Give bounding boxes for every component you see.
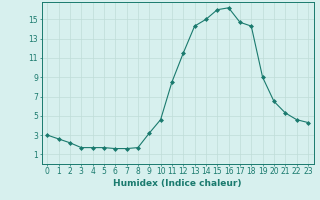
X-axis label: Humidex (Indice chaleur): Humidex (Indice chaleur) [113, 179, 242, 188]
